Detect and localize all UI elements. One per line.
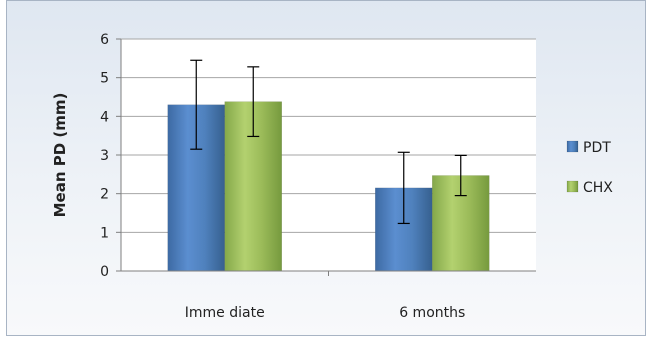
legend-label-pdt: PDT (583, 140, 611, 156)
legend-swatch-chx (566, 180, 579, 193)
tick-labels: 0 1 2 3 4 5 6 Imme diate 6 months (100, 32, 465, 321)
x-category-label: Imme diate (185, 305, 265, 321)
y-tick-label: 2 (100, 187, 109, 203)
axes (116, 38, 536, 276)
y-tick-label: 0 (100, 264, 109, 280)
bars (167, 59, 490, 272)
legend: PDT CHX (566, 140, 613, 196)
x-category-label: 6 months (399, 305, 465, 321)
y-tick-label: 3 (100, 148, 109, 164)
legend-label-chx: CHX (583, 180, 613, 196)
legend-swatch-pdt (566, 140, 579, 153)
y-tick-label: 4 (100, 109, 109, 125)
y-tick-label: 6 (100, 32, 109, 48)
y-tick-label: 1 (100, 225, 109, 241)
bar-chart: 0 1 2 3 4 5 6 Imme diate 6 months Mean PD (mm) P… (51, 32, 613, 321)
y-tick-label: 5 (100, 71, 109, 87)
y-axis-label: Mean PD (mm) (51, 93, 69, 218)
chart-frame: 0 1 2 3 4 5 6 Imme diate 6 months Mean PD (mm) P… (6, 0, 646, 336)
